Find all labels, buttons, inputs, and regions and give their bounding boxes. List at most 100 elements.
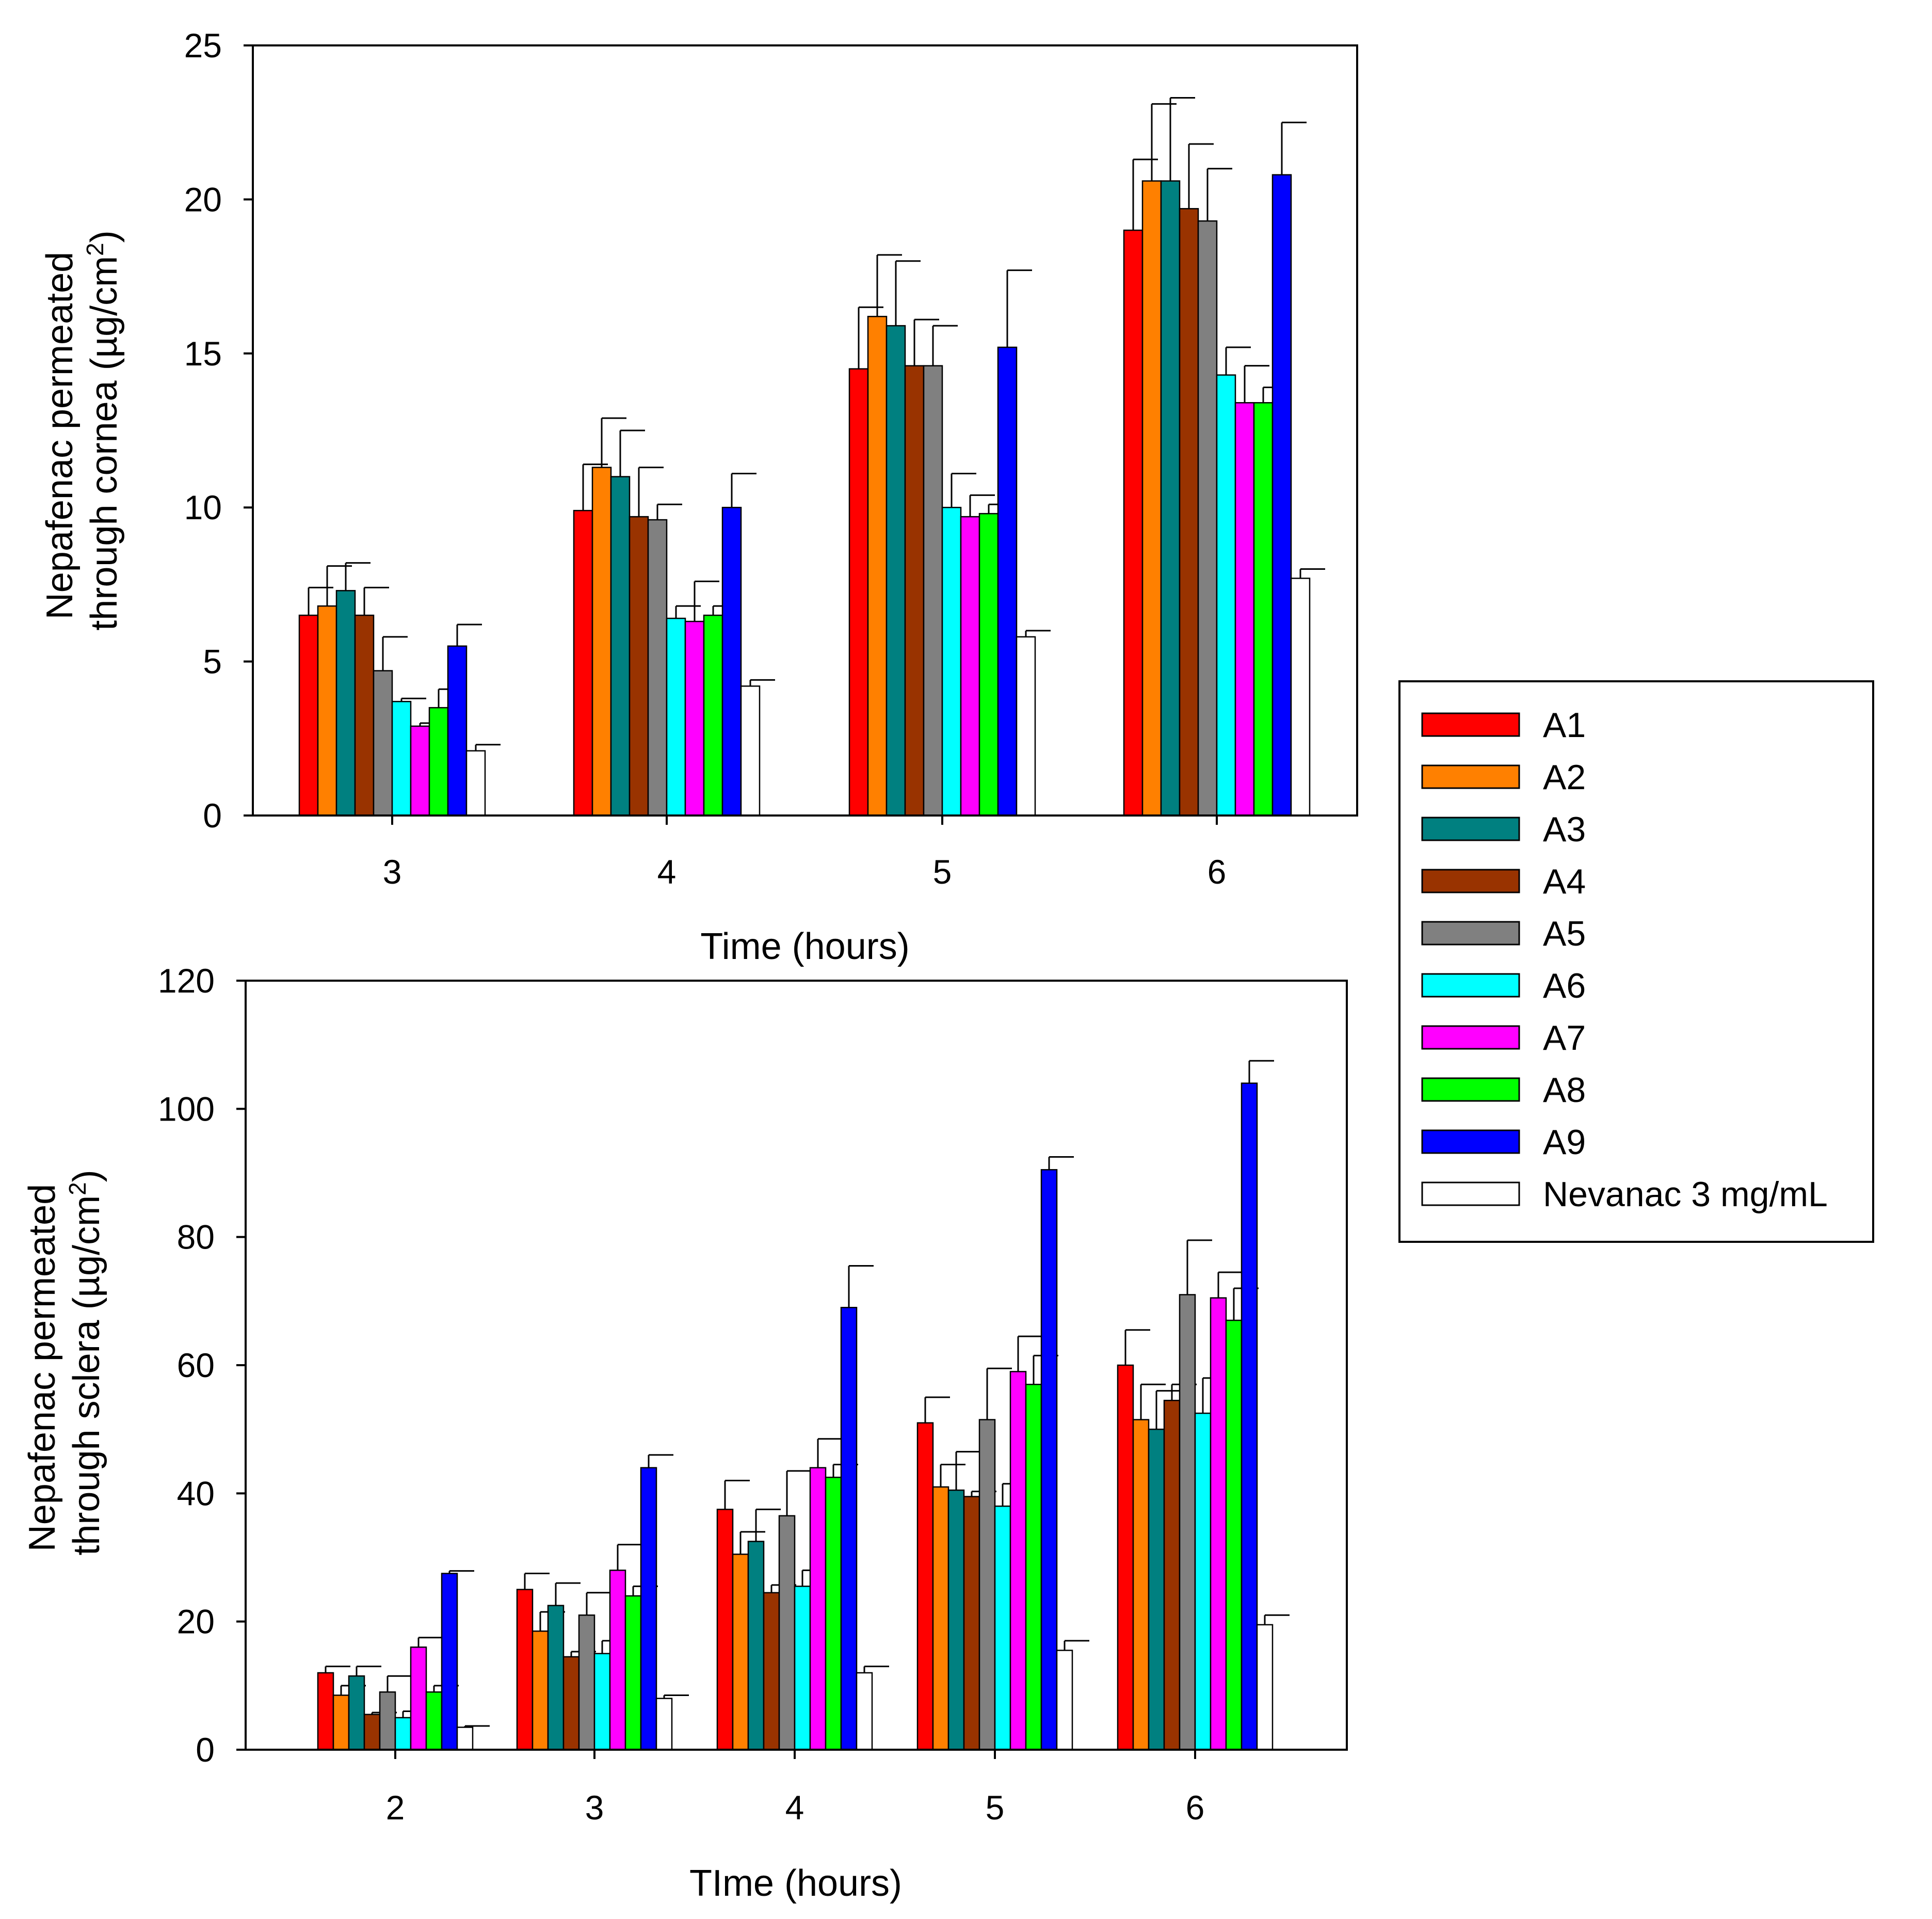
cornea-x-tick-label: 4 [657,853,677,891]
sclera-bar-a4-5 [963,1496,980,1751]
legend-swatch-a2 [1421,764,1520,789]
sclera-bar-a7-4 [809,1467,827,1751]
sclera-bar-a9-4 [840,1307,858,1751]
sclera-bar-a4-3 [562,1656,580,1751]
sclera-y-tick-label: 100 [158,1090,215,1128]
legend-swatch-a5 [1421,921,1520,946]
legend-label-a2: A2 [1543,758,1586,797]
cornea-bar-a2-4 [591,467,612,817]
sclera-y-axis-title-superscript: 2 [64,1182,91,1195]
cornea-bar-a5-5 [923,365,943,817]
cornea-bar-a2-3 [317,605,337,817]
cornea-bar-nevanac-3-mg-ml-3 [465,750,486,817]
sclera-bar-a3-2 [348,1675,365,1751]
legend-label-a6: A6 [1543,966,1586,1005]
cornea-bar-nevanac-3-mg-ml-6 [1290,578,1311,817]
legend-swatch-a7 [1421,1025,1520,1050]
cornea-y-axis-title-superscript: 2 [82,243,108,256]
cornea-y-axis-title-line2: through cornea (µg/cm [84,256,125,631]
legend-items: A1 A2 A3 A4 A5 A6 A7 A8 A9 Nevanac 3 mg/mL [1421,706,1828,1214]
sclera-y-axis-title-end: ) [66,1170,107,1182]
sclera-bar-a3-3 [547,1605,565,1751]
sclera-x-tick-label: 2 [386,1788,405,1827]
cornea-plot-frame [252,44,1358,817]
cornea-bar-nevanac-3-mg-ml-5 [1016,636,1036,817]
cornea-bar-a1-4 [573,509,593,817]
cornea-bar-nevanac-3-mg-ml-4 [740,685,761,817]
cornea-y-tick-label: 0 [203,796,222,835]
cornea-bar-a5-6 [1197,220,1218,817]
sclera-bar-nevanac-3-mg-ml-6 [1256,1624,1274,1751]
sclera-bar-a6-2 [394,1717,412,1751]
sclera-x-tick-label: 6 [1186,1788,1205,1827]
sclera-bar-a9-3 [640,1467,657,1751]
cornea-bar-a1-5 [848,368,869,817]
legend-label-nevanac-3-mg-ml: Nevanac 3 mg/mL [1543,1175,1828,1214]
sclera-bar-a5-2 [379,1691,396,1751]
sclera-y-tick-label: 120 [158,962,215,1000]
sclera-x-tick-label: 5 [986,1788,1005,1827]
sclera-bar-a3-4 [747,1541,765,1751]
legend-label-a1: A1 [1543,706,1586,745]
legend-swatch-a1 [1421,712,1520,737]
cornea-bar-a6-4 [666,617,686,817]
cornea-bar-a2-5 [867,315,888,817]
sclera-x-axis: 2 3 4 5 6 [386,1750,1205,1827]
cornea-bar-a4-4 [629,516,649,817]
cornea-chart: 0 5 10 15 20 25 3 4 5 6 Time (hours) Nepafenac p… [39,26,1358,967]
legend-swatch-a8 [1421,1077,1520,1102]
cornea-y-tick-label: 25 [184,26,222,65]
sclera-y-tick-label: 40 [177,1474,215,1512]
legend-label-a7: A7 [1543,1018,1586,1058]
sclera-bar-a1-2 [317,1672,334,1751]
cornea-bar-a3-3 [335,590,356,817]
cornea-bar-a8-5 [978,513,999,817]
cornea-bars [298,97,1325,817]
legend-swatch-nevanac-3-mg-ml [1421,1181,1520,1206]
sclera-bar-a6-4 [794,1586,811,1751]
sclera-bar-a3-5 [947,1489,965,1751]
legend-label-a3: A3 [1543,810,1586,849]
cornea-bar-a6-5 [941,506,962,817]
sclera-bar-a6-3 [593,1653,611,1751]
cornea-bar-a7-5 [960,516,980,817]
sclera-bar-a1-5 [916,1422,934,1751]
cornea-bar-a6-3 [391,700,412,817]
sclera-bar-a8-4 [825,1477,842,1751]
cornea-bar-a1-6 [1123,229,1144,817]
legend-swatch-a4 [1421,869,1520,893]
sclera-y-axis-title: Nepafenac permeated through sclera (µg/c… [22,1170,107,1555]
cornea-bar-a4-3 [354,614,375,817]
sclera-chart: 0 20 40 60 80 100 120 2 3 4 5 6 TIme (hours) Nepaf… [22,962,1348,1904]
cornea-bar-a9-5 [997,346,1018,817]
legend-label-a8: A8 [1543,1070,1586,1110]
sclera-bar-a4-2 [363,1714,381,1751]
cornea-bar-a5-4 [647,519,668,817]
cornea-y-axis: 0 5 10 15 20 25 [184,26,253,835]
legend-label-a9: A9 [1543,1123,1586,1162]
sclera-bar-nevanac-3-mg-ml-5 [1056,1650,1073,1751]
sclera-x-axis-title: TIme (hours) [689,1863,902,1904]
sclera-y-tick-label: 60 [177,1346,215,1384]
cornea-bar-a7-4 [684,620,705,817]
cornea-bar-a9-6 [1271,174,1292,817]
sclera-bar-nevanac-3-mg-ml-4 [856,1672,873,1751]
cornea-x-tick-label: 6 [1208,853,1227,891]
sclera-bar-a9-5 [1040,1169,1058,1751]
sclera-bar-a6-6 [1194,1412,1212,1751]
sclera-bar-a2-6 [1132,1419,1150,1751]
sclera-bar-a6-5 [994,1505,1011,1751]
sclera-bars [317,1060,1290,1751]
sclera-bar-a8-5 [1025,1384,1042,1751]
legend-label-a4: A4 [1543,862,1586,901]
cornea-bar-a8-3 [428,707,449,817]
cornea-x-axis-title: Time (hours) [700,926,909,967]
sclera-bar-a8-3 [624,1595,642,1751]
legend-swatch-a6 [1421,973,1520,998]
sclera-bar-a5-6 [1179,1294,1196,1751]
cornea-y-tick-label: 20 [184,180,222,218]
cornea-bar-a4-5 [904,365,925,817]
sclera-y-tick-label: 80 [177,1218,215,1256]
cornea-y-tick-label: 10 [184,488,222,526]
cornea-x-tick-label: 5 [933,853,952,891]
